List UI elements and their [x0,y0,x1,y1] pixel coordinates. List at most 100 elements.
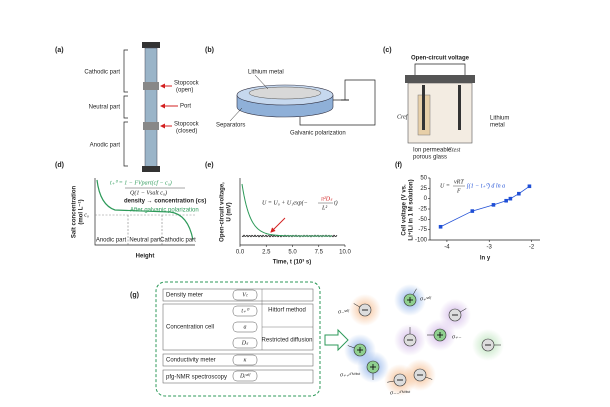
part-label: Neutral part [89,105,121,111]
cap [142,42,160,48]
stopcock [143,122,159,130]
equation: ∫(1 − t₊⁰) d ln a [466,182,505,189]
y-label: Open-circuit voltage, [220,182,226,242]
panel-label: (a) [55,47,64,54]
callout: Stopcock [174,122,200,128]
line [440,185,530,228]
panel-label: (e) [205,162,214,169]
point [508,196,513,201]
panel-f: (f) Cell voltage (V vs. Li⁺/Li in 1 M so… [395,162,540,262]
callout: Lithium [490,116,509,122]
ion-label: σ₋ˢᵉˡᶠ [338,309,350,315]
arrow [324,328,349,352]
method: Concentration cell [166,325,214,331]
x-tick-label: -3 [487,245,493,251]
callout: Ctest [448,147,461,153]
panel-d: (d) Salt concentration (mol L⁻¹) c₀ t₊⁰ … [55,162,206,260]
lid [405,75,475,83]
point [504,198,508,203]
region: Neutral part [129,238,161,244]
electrode [458,85,461,130]
ion-label: σ₋₋ᵈⁱˢᵗⁱⁿᶜᵗ [390,389,411,396]
callout: Separators [216,123,245,129]
fit-curve [241,183,332,237]
x-tick-label: -2 [529,245,535,251]
methods-box [155,281,321,397]
point [517,191,521,196]
equation: t₊⁰ = 1 − FVpart(cf − c₀) [110,179,172,186]
equation: t) [334,199,338,206]
y-label: Cell voltage (V vs. [402,184,408,236]
panel-label: (f) [395,162,402,169]
y-label: (mol L⁻¹) [78,199,85,224]
y-tick-label: 25 [420,186,427,192]
y-tick-label: -75 [418,227,427,233]
part-label: Anodic part [90,143,121,149]
profile [96,179,194,241]
param: Dᵢˢᵉˡᶠ [239,373,251,379]
param-box [232,305,258,317]
panel-a: (a) Cathodic part Neutral part Anodic pa… [55,42,200,172]
x-label: Height [136,254,155,260]
callout: Open-circuit voltage [411,56,470,62]
c0-label: c₀ [84,212,89,218]
beaker [407,82,473,144]
axes [239,178,345,246]
arrow [270,217,286,233]
param: Dₛ [241,340,249,346]
ion-label: σ₊₋ [452,334,462,340]
equation: Q(1 − Vsalt c₀) [130,189,167,196]
param: t₊⁰ [241,307,250,314]
callout: metal [490,123,505,129]
y-tick-label: -100 [415,238,428,244]
panel-g: (g) Density meter Concentration cell Con… [130,281,504,397]
velocity [425,376,433,380]
x-tick-label: 5.0 [288,250,297,256]
method: Conductivity meter [166,358,216,364]
param-box [232,289,258,301]
point [470,209,475,213]
technique: Hittorf method [268,308,306,314]
cap [142,166,160,172]
y-tick-label: 50 [420,176,427,182]
param-box [232,337,258,349]
y-label: U (mV) [227,202,233,221]
part-label: Cathodic part [84,70,120,76]
callout: porous glass [413,155,447,161]
ions [344,284,504,396]
callout: Port [180,104,191,110]
wire [414,63,466,75]
leader [229,107,243,122]
annotation: density → concentration (cs) [124,199,206,205]
param: κ [244,357,247,363]
stopcock [143,82,159,90]
callout: (closed) [176,129,197,135]
method: pfg-NMR spectroscopy [166,375,227,381]
y-tick-label: -25 [418,207,427,213]
param-box [232,354,258,366]
callout: Stopcock [174,81,200,87]
x-label: Time, t (10³ s) [273,259,312,266]
ion-label: σ₊₊ᵈⁱˢᵗⁱⁿᶜᵗ [340,371,361,378]
panel-label: (g) [130,292,139,299]
equation: U = U₀ + U₁exp(− [262,199,308,206]
x-tick-label: 10.0 [339,250,351,256]
param-box [232,321,258,333]
x-tick-label: 0.0 [236,250,245,256]
velocity [412,288,417,295]
velocity [347,345,355,349]
lithium [248,86,322,100]
panel-b: (b) Lithium metal Separators Galvanic po… [205,47,376,137]
point [527,184,532,189]
annotation: After galvanic polarization [130,208,199,214]
x-label: ln y [480,256,491,262]
method: Density meter [166,293,203,299]
technique: Restricted diffusion [262,338,313,344]
callout: Lithium metal [248,70,284,76]
y-tick-label: -50 [418,217,427,223]
brackets [123,49,128,167]
equation: νRT [454,179,464,185]
callout: Ion permeable [413,148,452,154]
region: Anodic part [96,238,127,244]
